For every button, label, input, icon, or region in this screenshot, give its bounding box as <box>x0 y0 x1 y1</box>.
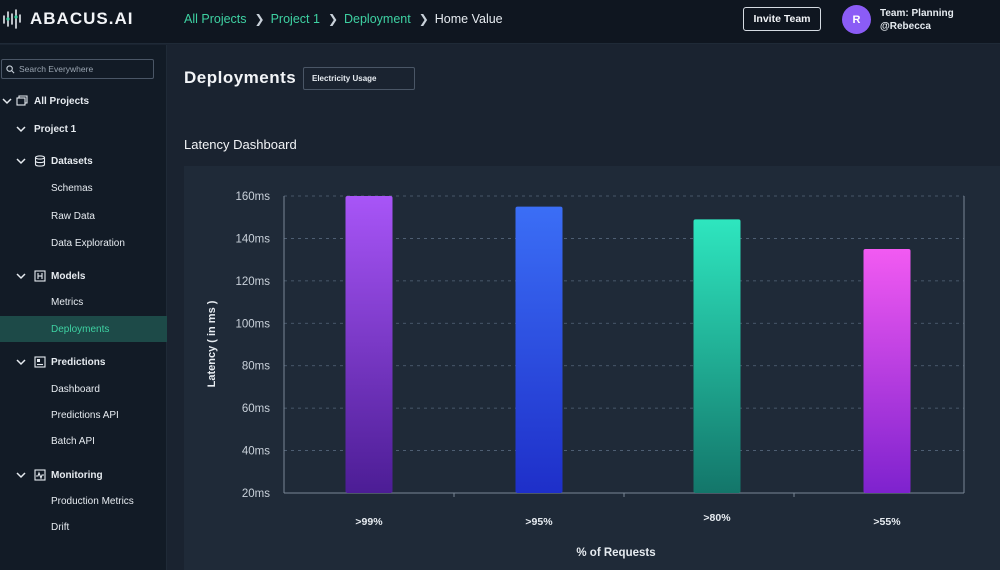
chevron-right-icon: ❯ <box>418 12 429 26</box>
chevron-down-icon <box>16 126 26 133</box>
sidebar-item-label: Predictions <box>51 356 106 368</box>
sidebar-item-metrics[interactable]: Metrics <box>0 290 167 314</box>
sidebar-item-monitoring[interactable]: Monitoring <box>0 463 167 487</box>
sidebar-item-label: Drift <box>51 521 70 533</box>
breadcrumb-project[interactable]: Project 1 <box>270 12 320 26</box>
sidebar-item-deployments[interactable]: Deployments <box>0 316 167 342</box>
user-handle: @Rebecca <box>880 21 931 32</box>
sidebar-item-label: Raw Data <box>51 210 95 222</box>
x-tick-label: >55% <box>873 516 901 528</box>
sidebar-item-label: Batch API <box>51 435 95 447</box>
x-axis-title: % of Requests <box>576 547 655 559</box>
y-tick-label: 160ms <box>235 191 270 203</box>
latency-chart: 20ms 40ms 60ms 80ms 100ms 120ms 140ms 160ms >99%… <box>206 191 965 559</box>
x-tick-label: >80% <box>703 512 731 524</box>
sidebar-item-label: Production Metrics <box>51 495 134 507</box>
y-axis-title: Latency ( in ms ) <box>206 300 218 387</box>
x-tick-label: >95% <box>525 516 553 528</box>
top-bar: ABACUS.AI All Projects ❯ Project 1 ❯ Dep… <box>0 0 1000 44</box>
sidebar-item-project-1[interactable]: Project 1 <box>0 117 167 141</box>
team-name: Team: Planning <box>880 8 954 19</box>
search-input[interactable] <box>19 64 149 74</box>
sidebar-item-label: Project 1 <box>34 123 77 135</box>
y-tick-label: 140ms <box>235 233 270 245</box>
chevron-down-icon <box>2 98 12 105</box>
monitoring-icon <box>34 469 46 481</box>
bar-1[interactable] <box>345 196 393 493</box>
sidebar-item-schemas[interactable]: Schemas <box>0 176 167 200</box>
sidebar-item-datasets[interactable]: Datasets <box>0 149 167 173</box>
x-tick-label: >99% <box>355 516 383 528</box>
chevron-right-icon: ❯ <box>327 12 338 26</box>
breadcrumb: All Projects ❯ Project 1 ❯ Deployment ❯ … <box>184 12 503 26</box>
brand-name: ABACUS.AI <box>30 9 134 28</box>
chevron-down-icon <box>16 158 26 165</box>
section-title: Latency Dashboard <box>184 137 297 152</box>
avatar[interactable]: R <box>842 5 871 34</box>
sidebar-item-production-metrics[interactable]: Production Metrics <box>0 489 167 513</box>
y-tick-label: 80ms <box>242 361 270 373</box>
abacus-logo-icon <box>3 9 21 29</box>
sidebar-item-models[interactable]: Models <box>0 264 167 288</box>
sidebar-item-predictions-api[interactable]: Predictions API <box>0 403 167 427</box>
sidebar-item-label: Predictions API <box>51 409 119 421</box>
invite-team-button[interactable]: Invite Team <box>743 7 821 31</box>
chevron-down-icon <box>16 472 26 479</box>
bar-3[interactable] <box>693 219 741 494</box>
y-tick-label: 120ms <box>235 276 270 288</box>
chevron-down-icon <box>16 273 26 280</box>
latency-chart-card: 20ms 40ms 60ms 80ms 100ms 120ms 140ms 160ms >99%… <box>184 166 1000 570</box>
sidebar-item-label: Datasets <box>51 155 93 167</box>
sidebar: All Projects Project 1 Datasets Schemas … <box>0 45 167 570</box>
sidebar-item-label: Models <box>51 270 86 282</box>
page-title: Deployments <box>184 68 297 87</box>
chevron-right-icon: ❯ <box>254 12 265 26</box>
y-tick-label: 60ms <box>242 403 270 415</box>
folders-icon <box>16 95 28 106</box>
search-icon <box>6 64 15 73</box>
breadcrumb-deployment[interactable]: Deployment <box>344 12 411 26</box>
sidebar-item-label: Schemas <box>51 182 93 194</box>
sidebar-item-all-projects[interactable]: All Projects <box>0 89 167 113</box>
chevron-down-icon <box>16 359 26 366</box>
y-tick-label: 20ms <box>242 488 270 500</box>
sidebar-item-raw-data[interactable]: Raw Data <box>0 204 167 228</box>
sidebar-item-label: Deployments <box>51 323 110 335</box>
sidebar-item-data-exploration[interactable]: Data Exploration <box>0 231 167 255</box>
predictions-icon <box>34 356 46 368</box>
brand-logo[interactable]: ABACUS.AI <box>2 8 133 30</box>
models-icon <box>34 270 46 282</box>
breadcrumb-all-projects[interactable]: All Projects <box>184 12 247 26</box>
dataset-select[interactable]: Electricity Usage <box>303 67 415 90</box>
sidebar-item-label: Metrics <box>51 296 84 308</box>
bar-2[interactable] <box>515 206 563 493</box>
search-box[interactable] <box>1 59 154 79</box>
sidebar-item-label: Data Exploration <box>51 237 125 249</box>
bar-4[interactable] <box>863 249 911 493</box>
y-tick-label: 100ms <box>235 318 270 330</box>
sidebar-item-drift[interactable]: Drift <box>0 515 167 539</box>
sidebar-item-predictions[interactable]: Predictions <box>0 350 167 374</box>
database-icon <box>34 155 46 167</box>
sidebar-item-label: Dashboard <box>51 383 100 395</box>
y-tick-label: 40ms <box>242 446 270 458</box>
sidebar-item-label: All Projects <box>34 95 90 107</box>
sidebar-item-batch-api[interactable]: Batch API <box>0 429 167 453</box>
sidebar-item-dashboard[interactable]: Dashboard <box>0 377 167 401</box>
breadcrumb-current: Home Value <box>434 12 503 26</box>
sidebar-item-label: Monitoring <box>51 469 103 481</box>
